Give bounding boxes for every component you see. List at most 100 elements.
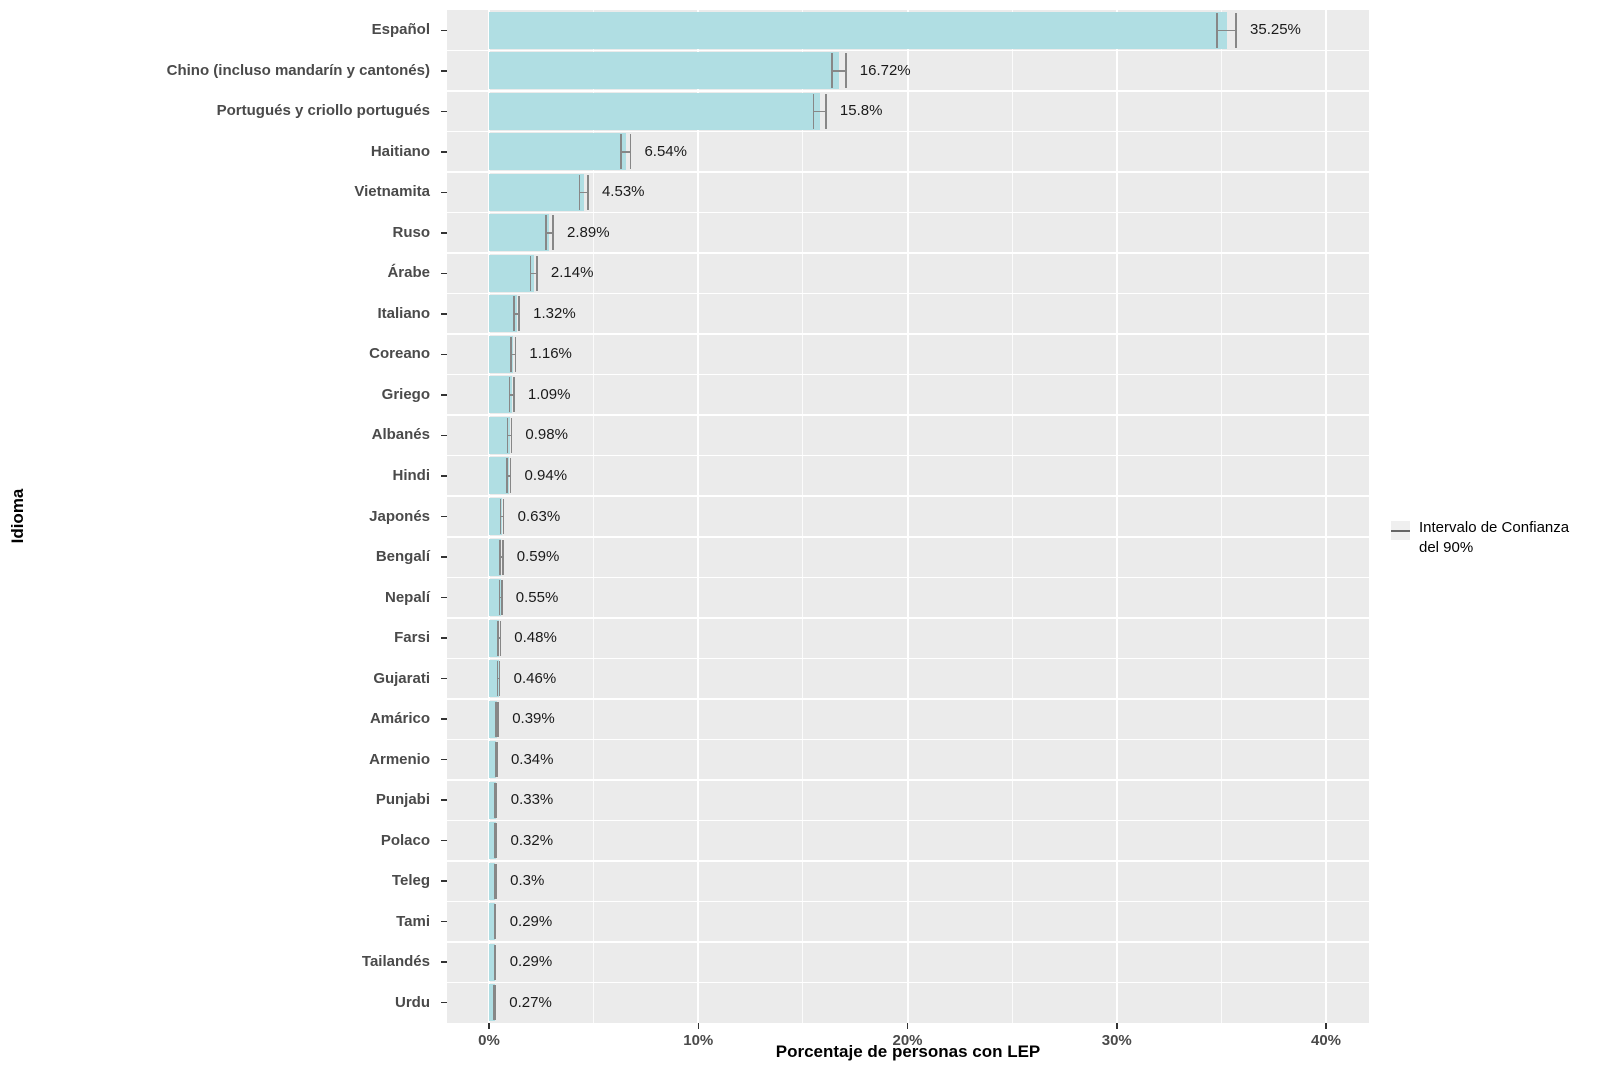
y-axis-tick bbox=[441, 758, 447, 761]
x-axis-tick-label: 20% bbox=[892, 1032, 923, 1049]
x-axis-tick bbox=[1325, 1023, 1327, 1029]
errorbar-line bbox=[514, 313, 520, 315]
gridline-major bbox=[1325, 10, 1327, 1023]
y-axis-tick bbox=[441, 475, 447, 477]
y-axis-tick bbox=[441, 920, 447, 923]
x-axis-tick bbox=[488, 1023, 490, 1029]
y-axis-tick bbox=[441, 394, 447, 396]
category-label: Italiano bbox=[377, 304, 430, 322]
bar-value-label: 0.48% bbox=[514, 629, 557, 647]
category-label: Teleg bbox=[391, 872, 430, 890]
x-axis-tick bbox=[1116, 1023, 1118, 1029]
errorbar-cap-high bbox=[509, 458, 512, 494]
bar-value-label: 0.33% bbox=[510, 791, 554, 809]
errorbar-cap-high bbox=[845, 53, 847, 89]
errorbar-cap-low bbox=[578, 174, 581, 210]
bar bbox=[489, 781, 496, 819]
category-label: Español bbox=[371, 21, 430, 39]
errorbar-cap-low bbox=[499, 539, 501, 575]
errorbar-cap-high bbox=[502, 499, 505, 534]
bar-value-label: 2.14% bbox=[550, 264, 594, 282]
bar bbox=[489, 862, 496, 900]
errorbar-cap-high bbox=[514, 336, 517, 372]
bar bbox=[489, 254, 534, 292]
category-label: Urdu bbox=[395, 993, 430, 1011]
category-label: Nepalí bbox=[384, 588, 430, 606]
y-axis-tick bbox=[441, 313, 447, 315]
bar-value-label: 0.29% bbox=[509, 912, 553, 930]
bar-value-label: 0.3% bbox=[510, 872, 545, 890]
bar-value-label: 0.98% bbox=[525, 426, 568, 444]
bar-value-label: 0.32% bbox=[510, 831, 554, 849]
legend-label: Intervalo de Confianza del 90% bbox=[1419, 518, 1569, 558]
errorbar-line bbox=[511, 353, 516, 356]
bar bbox=[489, 11, 1227, 49]
errorbar-line bbox=[507, 434, 512, 437]
errorbar-cap-low bbox=[831, 53, 833, 89]
bar bbox=[489, 822, 496, 860]
gridline-major bbox=[906, 10, 909, 1023]
y-axis-tick bbox=[441, 1001, 447, 1004]
bar bbox=[489, 741, 497, 779]
bar bbox=[489, 660, 499, 698]
gridline-minor bbox=[802, 10, 804, 1023]
errorbar-cap-high bbox=[1235, 12, 1237, 48]
bar bbox=[489, 943, 496, 981]
bar bbox=[489, 335, 514, 373]
category-label: Polaco bbox=[380, 831, 430, 849]
category-label: Chino (incluso mandarín y cantonés) bbox=[166, 61, 430, 79]
errorbar-cap-low bbox=[497, 620, 499, 656]
y-axis-tick bbox=[441, 799, 447, 801]
errorbar-line bbox=[495, 799, 497, 801]
errorbar-cap-high bbox=[510, 417, 513, 453]
category-label: Coreano bbox=[369, 345, 430, 363]
category-label: Vietnamita bbox=[354, 183, 430, 201]
errorbar-cap-high bbox=[825, 93, 827, 129]
category-label: Hindi bbox=[392, 466, 431, 484]
legend-label-line1: Intervalo de Confianza bbox=[1419, 519, 1570, 536]
category-label: Griego bbox=[381, 385, 430, 403]
errorbar-cap-low bbox=[496, 661, 499, 697]
y-axis-tick bbox=[441, 839, 447, 842]
errorbar-cap-low bbox=[499, 499, 502, 534]
errorbar-cap-high bbox=[513, 377, 515, 413]
y-axis-tick bbox=[441, 232, 447, 234]
errorbar-cap-high bbox=[495, 782, 498, 818]
legend: Intervalo de Confianza del 90% bbox=[1391, 518, 1569, 558]
errorbar-line bbox=[494, 839, 497, 842]
errorbar-line bbox=[497, 637, 501, 639]
bar-value-label: 0.94% bbox=[524, 466, 568, 484]
category-label: Bengalí bbox=[375, 548, 430, 566]
bar-value-label: 0.29% bbox=[509, 953, 553, 971]
errorbar-line bbox=[499, 596, 502, 599]
errorbar-line bbox=[496, 718, 499, 720]
errorbar-line bbox=[530, 272, 537, 275]
errorbar-icon bbox=[1391, 529, 1410, 532]
errorbar-cap-low bbox=[545, 215, 547, 251]
errorbar-line bbox=[509, 394, 514, 396]
bar-value-label: 0.55% bbox=[515, 588, 559, 606]
bar bbox=[489, 984, 495, 1022]
bar-value-label: 0.34% bbox=[510, 750, 554, 768]
category-label: Tailandés bbox=[361, 953, 430, 971]
category-label: Haitiano bbox=[370, 142, 430, 160]
x-axis-title: Porcentaje de personas con LEP bbox=[775, 1042, 1041, 1061]
errorbar-cap-high bbox=[518, 296, 520, 332]
bar bbox=[489, 133, 626, 171]
bar bbox=[489, 52, 839, 90]
errorbar-cap-low bbox=[494, 823, 496, 859]
errorbar-cap-high bbox=[497, 701, 499, 737]
errorbar-cap-low bbox=[494, 782, 496, 818]
errorbar-cap-low bbox=[495, 701, 497, 737]
bar bbox=[489, 579, 501, 617]
y-axis-tick bbox=[441, 637, 447, 639]
errorbar-cap-low bbox=[494, 742, 497, 778]
y-axis-tick bbox=[441, 353, 447, 356]
x-axis-tick bbox=[906, 1023, 909, 1029]
plot-panel: 35.25% 16.72% 15.8% 6.54% 4.53% 2.89% 2.14% 1.3… bbox=[447, 10, 1369, 1023]
errorbar-line bbox=[813, 110, 826, 113]
gridline-minor bbox=[593, 10, 595, 1023]
gridline-minor bbox=[1220, 10, 1222, 1023]
category-label: Amárico bbox=[369, 710, 430, 728]
y-axis-tick bbox=[441, 70, 447, 72]
